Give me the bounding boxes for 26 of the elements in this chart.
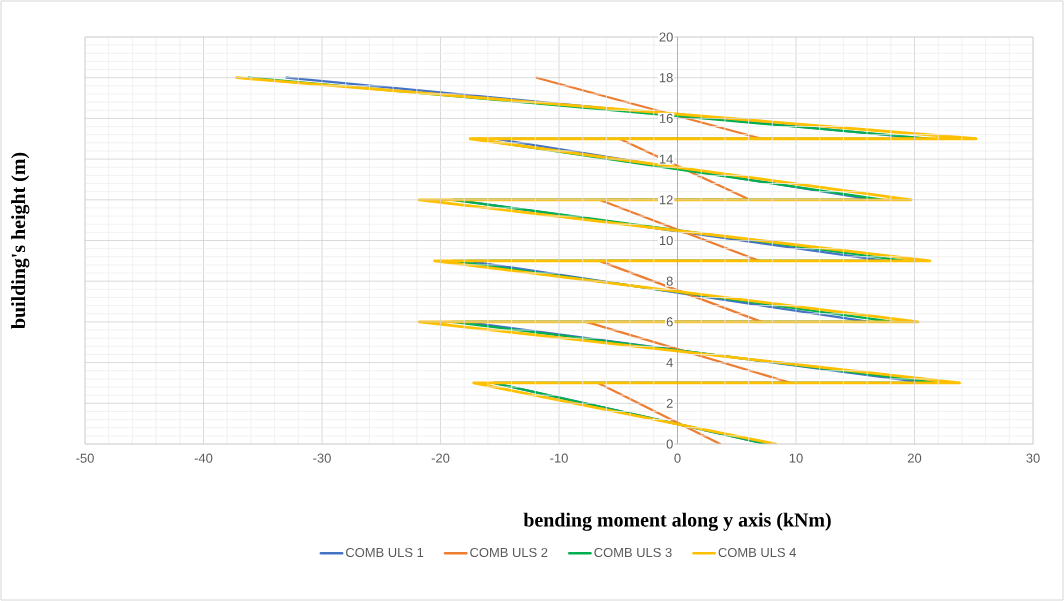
x-tick-label: -40	[194, 453, 213, 463]
y-tick-label: 14	[659, 154, 673, 164]
x-tick-label: 30	[1026, 453, 1040, 463]
y-tick-label: 8	[666, 276, 673, 286]
y-tick-label: 6	[666, 317, 673, 327]
y-tick-label: 0	[666, 439, 673, 449]
x-tick-label: -10	[550, 453, 568, 463]
y-tick-label: 2	[666, 398, 673, 408]
y-axis-title: building's height (m)	[11, 152, 30, 329]
x-tick-label: 20	[907, 453, 922, 463]
x-tick-label: 10	[789, 453, 803, 463]
x-tick-label: -50	[76, 453, 94, 463]
y-tick-label: 16	[659, 113, 673, 123]
y-tick-label: 4	[666, 358, 673, 368]
legend-label: COMB ULS 2	[470, 547, 548, 558]
x-tick-label: 0	[674, 453, 681, 463]
x-tick-label: -20	[431, 453, 450, 463]
y-tick-label: 20	[659, 32, 673, 42]
legend-label: COMB ULS 3	[594, 547, 672, 558]
y-tick-label: 18	[659, 73, 673, 83]
x-tick-label: -30	[313, 453, 331, 463]
legend-label: COMB ULS 1	[346, 547, 424, 558]
y-tick-label: 12	[659, 195, 673, 205]
legend-label: COMB ULS 4	[718, 547, 797, 558]
y-tick-label: 10	[659, 235, 673, 246]
x-axis-title: bending moment along y axis (kNm)	[523, 512, 831, 531]
